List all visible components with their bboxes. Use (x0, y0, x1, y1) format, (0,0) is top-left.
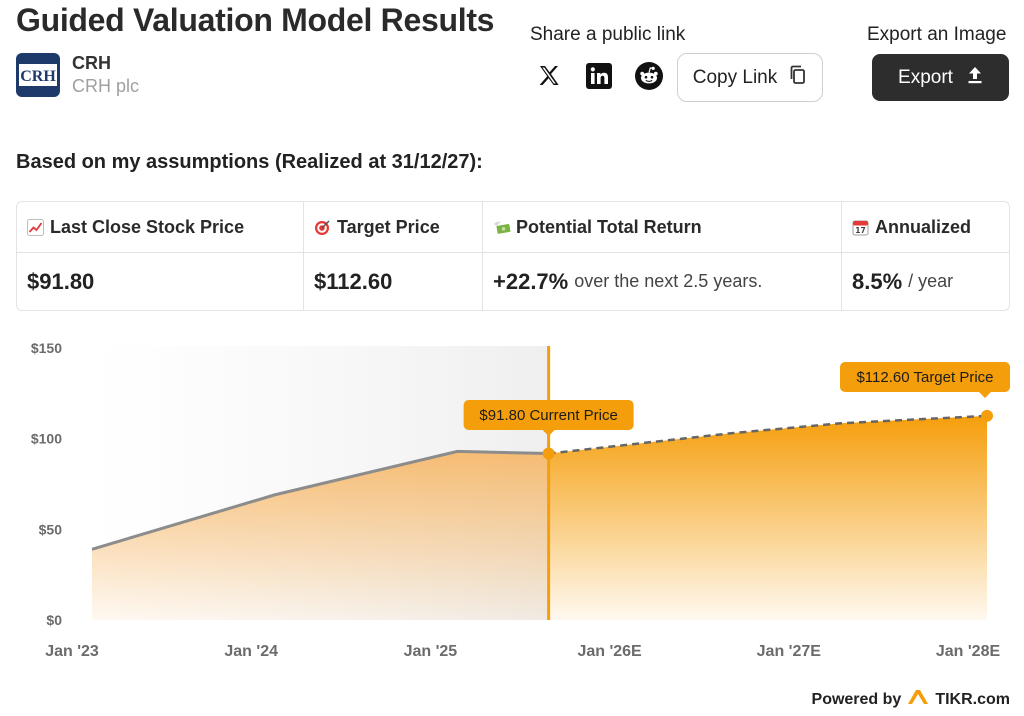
x-tick-label: Jan '25 (404, 643, 458, 660)
company-ticker: CRH (72, 53, 111, 73)
page-title: Guided Valuation Model Results (16, 2, 495, 38)
target-price-point (981, 409, 993, 422)
calendar-icon: 17 (852, 219, 869, 236)
results-table: Last Close Stock Price Target Price Pote… (16, 201, 1010, 311)
company-logo: CRH (16, 53, 60, 97)
assumptions-heading: Based on my assumptions (Realized at 31/… (16, 151, 483, 173)
return-cell: +22.7% over the next 2.5 years. (483, 253, 842, 310)
target-value: $112.60 (314, 268, 393, 294)
company-name: CRH plc (72, 76, 140, 96)
current-price-label-box (463, 400, 634, 430)
copy-link-label: Copy Link (692, 66, 778, 88)
historical-area (92, 451, 549, 620)
historical-line (91, 449, 549, 551)
annualized-cell: 8.5% / year (842, 253, 1009, 310)
current-price-label-pointer (542, 430, 555, 436)
return-value: +22.7% (493, 268, 569, 294)
share-icons (534, 61, 664, 91)
company-block: CRH CRH CRH plc (16, 52, 139, 98)
svg-text:17: 17 (855, 226, 865, 235)
export-label: Export an Image (867, 24, 1007, 45)
target-price-label-box (840, 362, 1010, 392)
x-tick-label: Jan '28E (936, 643, 1001, 660)
y-tick-label: $150 (31, 340, 62, 356)
export-button[interactable]: Export (872, 54, 1009, 101)
brand-label: TIKR.com (935, 690, 1010, 708)
chart-increasing-icon (27, 218, 44, 236)
return-suffix: over the next 2.5 years. (574, 271, 763, 291)
x-tick-label: Jan '23 (45, 643, 99, 660)
target-cell: $112.60 (304, 253, 483, 310)
current-price-point (542, 447, 555, 460)
projected-line (548, 414, 988, 455)
projected-area (548, 415, 987, 620)
header-target: Target Price (304, 202, 483, 253)
target-price-label: $112.60 Target Price (856, 369, 993, 386)
header-annualized: 17 Annualized (842, 202, 1009, 253)
powered-by: Powered by TIKR.com (812, 689, 1010, 710)
last-close-cell: $91.80 (17, 253, 304, 310)
copy-link-button[interactable]: Copy Link (677, 53, 823, 102)
copy-icon (789, 65, 807, 91)
money-wings-icon (493, 219, 511, 236)
y-tick-label: $0 (46, 612, 62, 628)
x-tick-label: Jan '24 (224, 643, 278, 660)
x-tick-label: Jan '26E (577, 643, 642, 660)
reddit-icon[interactable] (634, 61, 664, 91)
share-label: Share a public link (530, 24, 686, 45)
annualized-suffix: / year (908, 271, 954, 291)
valuation-chart: $0 $50 $100 $150 $91.80 Current Price $112.60… (31, 340, 1010, 660)
target-icon (314, 219, 331, 236)
header-last-close: Last Close Stock Price (17, 202, 304, 253)
x-tick-label: Jan '27E (757, 643, 822, 660)
export-button-label: Export (898, 66, 953, 88)
powered-by-label: Powered by (811, 690, 902, 708)
annualized-value: 8.5% (852, 268, 903, 294)
upload-icon (967, 66, 983, 90)
linkedin-icon[interactable] (584, 61, 614, 91)
x-icon[interactable] (534, 61, 564, 91)
y-tick-label: $50 (39, 521, 63, 537)
last-close-value: $91.80 (27, 268, 95, 294)
current-price-label: $91.80 Current Price (479, 407, 617, 424)
tikr-logo-icon (907, 689, 929, 710)
target-price-label-pointer (979, 392, 991, 398)
svg-text:CRH: CRH (20, 68, 56, 85)
y-tick-label: $100 (31, 431, 62, 447)
header-return: Potential Total Return (483, 202, 842, 253)
